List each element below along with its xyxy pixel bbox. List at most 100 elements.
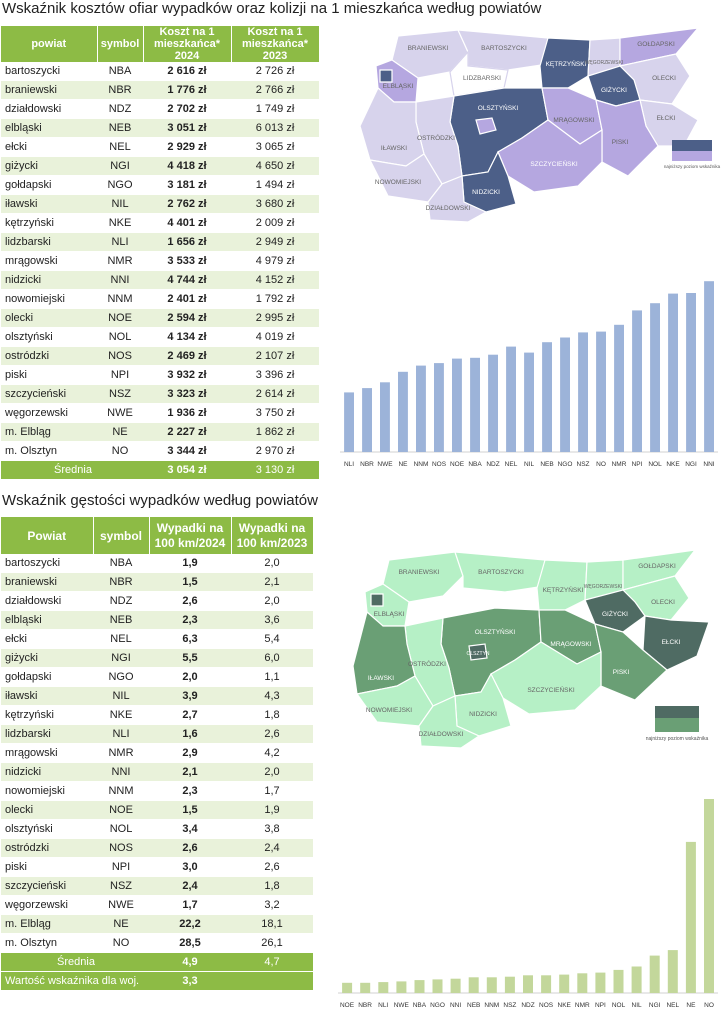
map-label: GIŻYCKI — [602, 609, 628, 618]
cell-powiat: nowomiejski — [1, 289, 97, 309]
cell-2023: 4,2 — [231, 743, 313, 763]
cell-2024: 3 344 zł — [143, 441, 231, 461]
table-row: węgorzewski NWE 1,7 3,2 — [1, 895, 313, 915]
cell-2024: 2,4 — [149, 876, 231, 896]
cell-2023: 2 766 zł — [231, 80, 319, 100]
map-label: OLSZTYŃSKI — [478, 103, 519, 112]
cell-powiat: nidzicki — [1, 762, 93, 782]
cell-2023: 2 009 zł — [231, 213, 319, 233]
table-row: giżycki NGI 5,5 6,0 — [1, 648, 313, 668]
table-row: gołdapski NGO 3 181 zł 1 494 zł — [1, 175, 319, 195]
cost-map: BRANIEWSKI BARTOSZYCKI GOŁDAPSKI KĘTRZYŃ… — [359, 27, 721, 223]
bar-NE — [685, 841, 696, 993]
cell-2024: 2,1 — [149, 762, 231, 782]
cell-2024: 2 929 zł — [143, 137, 231, 157]
bar-NWE — [380, 382, 390, 452]
table-row: nowomiejski NNM 2 401 zł 1 792 zł — [1, 289, 319, 309]
tick-label: NGI — [649, 1002, 661, 1009]
cell-symbol: NBA — [97, 62, 143, 81]
bar-NOL — [613, 969, 624, 993]
tick-label: NGI — [685, 461, 697, 468]
density-table: Powiat symbol Wypadki na 100 km/2024 Wyp… — [1, 517, 314, 991]
cell-2023: 3 065 zł — [231, 137, 319, 157]
tick-label: NOL — [612, 1002, 626, 1009]
cell-powiat: piski — [1, 857, 93, 877]
cell-symbol: NMR — [97, 251, 143, 271]
cell-symbol: NGI — [97, 156, 143, 176]
cell-2023: 2,0 — [231, 591, 313, 611]
bar-NSZ — [504, 976, 515, 993]
map-label: ELBLĄSKI — [374, 611, 405, 618]
cell-2024: 1 656 zł — [143, 232, 231, 252]
bar-NNI — [704, 281, 714, 452]
tick-label: NBR — [358, 1002, 372, 1009]
cell-powiat: ostródzki — [1, 346, 97, 366]
cell-2023: 2,4 — [231, 838, 313, 858]
cell-symbol: NPI — [93, 857, 149, 877]
tick-label: NGO — [558, 461, 573, 468]
cell-2023: 2 970 zł — [231, 441, 319, 461]
bar-NBR — [360, 982, 371, 993]
cell-symbol: NOL — [97, 327, 143, 347]
cell-powiat: braniewski — [1, 80, 97, 100]
cell-2023: 2 995 zł — [231, 308, 319, 328]
table-row: m. Elbląg NE 22,2 18,1 — [1, 914, 313, 934]
cell-powiat: iławski — [1, 194, 97, 214]
cell-2024: 4 134 zł — [143, 327, 231, 347]
bar-NMR — [614, 324, 624, 452]
table-row: ełcki NEL 6,3 5,4 — [1, 629, 313, 649]
map-label: OLECKI — [652, 75, 676, 82]
tick-label: NOS — [432, 461, 447, 468]
tick-label: NEB — [540, 461, 553, 468]
map-label: OLSZTYN — [466, 651, 489, 657]
cell-2023: 2,0 — [231, 762, 313, 782]
map-label: MRĄGOWSKI — [550, 641, 591, 648]
cell-2023: 3 396 zł — [231, 365, 319, 385]
map-label: NIDZICKI — [469, 711, 497, 718]
bar-NKE — [559, 974, 570, 993]
average-2023: 4,7 — [231, 952, 313, 972]
legend-swatch-mid — [672, 151, 712, 161]
map-label: NOWOMIEJSKI — [366, 707, 412, 714]
bar-NGI — [649, 955, 660, 993]
cell-2024: 2,3 — [149, 610, 231, 630]
table-row: działdowski NDZ 2,6 2,0 — [1, 591, 313, 611]
cell-2023: 1 862 zł — [231, 422, 319, 442]
bar-NDZ — [523, 975, 533, 993]
col-header-2023: Wypadki na 100 km/2023 — [231, 517, 314, 554]
voivodeship-value: 3,3 — [149, 971, 231, 991]
cell-symbol: NOE — [93, 800, 149, 820]
table-row: mrągowski NMR 2,9 4,2 — [1, 743, 313, 763]
cell-symbol: NGI — [93, 648, 149, 668]
cell-2024: 28,5 — [149, 933, 231, 953]
cell-symbol: NNM — [97, 289, 143, 309]
cell-symbol: NEB — [93, 610, 149, 630]
cell-powiat: elbląski — [1, 610, 93, 630]
cell-powiat: węgorzewski — [1, 895, 93, 915]
map-label: BRANIEWSKI — [399, 569, 440, 576]
cell-2023: 18,1 — [231, 914, 313, 934]
map-label: IŁAWSKI — [381, 145, 407, 152]
cell-symbol: NIL — [97, 194, 143, 214]
cell-2023: 1,8 — [231, 705, 313, 725]
tick-label: NNI — [703, 461, 714, 468]
cell-2023: 3 680 zł — [231, 194, 319, 214]
cell-symbol: NOS — [97, 346, 143, 366]
cell-2023: 26,1 — [231, 933, 313, 953]
tick-label: NPI — [632, 461, 643, 468]
cell-2024: 5,5 — [149, 648, 231, 668]
cell-2024: 4 401 zł — [143, 213, 231, 233]
bar-NBA — [470, 357, 480, 452]
table-row: olecki NOE 2 594 zł 2 995 zł — [1, 308, 319, 328]
cell-powiat: ełcki — [1, 137, 97, 157]
map-label: DZIAŁDOWSKI — [426, 205, 471, 212]
map-region-olsztyn — [468, 643, 488, 661]
cell-symbol: NEB — [97, 118, 143, 138]
cell-2023: 1 792 zł — [231, 289, 319, 309]
cell-symbol: NE — [93, 914, 149, 934]
bar-NO — [596, 331, 606, 452]
cell-powiat: m. Olsztyn — [1, 441, 97, 461]
tick-label: NDZ — [521, 1002, 534, 1009]
table-row: mrągowski NMR 3 533 zł 4 979 zł — [1, 251, 319, 271]
map-region-dzialdowski — [427, 175, 488, 223]
